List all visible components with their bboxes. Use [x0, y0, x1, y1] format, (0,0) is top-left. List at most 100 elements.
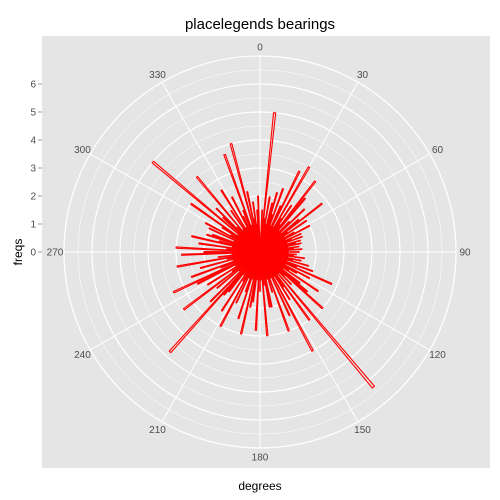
- bar: [259, 232, 302, 253]
- bar: [252, 251, 261, 303]
- angle-tick-label: 330: [149, 70, 166, 81]
- angle-tick-label: 60: [432, 145, 444, 156]
- bar: [175, 246, 261, 253]
- bar: [259, 231, 295, 253]
- bar: [259, 224, 281, 253]
- bar: [195, 175, 261, 253]
- radial-tick-label: 2: [30, 192, 36, 203]
- bar: [242, 215, 261, 253]
- bar: [259, 221, 290, 253]
- bar: [243, 251, 261, 276]
- bar: [257, 195, 261, 253]
- bar: [259, 251, 302, 262]
- bar: [259, 251, 265, 286]
- angle-gridline: [259, 251, 359, 422]
- bar: [151, 160, 261, 253]
- bar: [204, 222, 261, 253]
- bar: [208, 227, 261, 253]
- bar: [182, 251, 261, 311]
- angle-tick-label: 180: [252, 453, 269, 464]
- bar: [215, 207, 261, 253]
- angle-tick-label: 30: [357, 70, 369, 81]
- bar: [259, 251, 298, 274]
- bar: [203, 251, 261, 253]
- bar: [231, 251, 261, 273]
- bar: [259, 251, 269, 280]
- bar: [259, 251, 311, 280]
- bars: [151, 112, 375, 389]
- bar: [259, 251, 314, 273]
- bar: [259, 202, 274, 253]
- bar: [230, 234, 261, 253]
- bar: [242, 251, 261, 282]
- bar: [259, 251, 319, 293]
- bar: [211, 233, 261, 253]
- bar: [259, 209, 264, 253]
- bar: [259, 251, 291, 317]
- angle-tick-label: 90: [459, 248, 471, 259]
- bar: [259, 251, 271, 308]
- bar: [259, 235, 303, 253]
- bar: [259, 251, 333, 285]
- bar: [259, 251, 290, 332]
- bar: [259, 224, 311, 253]
- bar: [235, 251, 261, 304]
- bar: [259, 251, 305, 260]
- angle-tick-labels: 0 30 60 90 120 150 180 210 240 270 300 330: [47, 43, 471, 464]
- radial-tick-label: 1: [30, 220, 36, 231]
- bar: [259, 188, 285, 253]
- bar: [259, 231, 288, 253]
- angle-tick-label: 0: [257, 43, 263, 54]
- bar: [259, 251, 300, 253]
- bar: [259, 251, 309, 293]
- chart-title: placelegends bearings: [185, 16, 335, 33]
- bar: [259, 170, 301, 253]
- bar: [259, 214, 273, 253]
- bar: [259, 219, 308, 253]
- bar: [190, 251, 261, 278]
- bar: [206, 233, 261, 253]
- bar: [216, 251, 261, 289]
- bar: [259, 166, 311, 253]
- bar: [259, 251, 375, 389]
- bar: [222, 216, 261, 253]
- bar: [176, 251, 261, 268]
- angle-gridline: [90, 251, 261, 351]
- bar: [259, 218, 266, 253]
- bar: [259, 238, 292, 253]
- bar: [259, 245, 300, 253]
- x-axis-title: degrees: [238, 479, 281, 493]
- angle-tick-label: 210: [149, 425, 166, 436]
- bar: [259, 251, 290, 271]
- bar: [259, 251, 291, 301]
- bar: [225, 248, 261, 253]
- bar: [259, 180, 317, 253]
- bar: [218, 240, 261, 253]
- bar: [228, 251, 261, 293]
- radial-tick-label: 3: [30, 164, 36, 175]
- bar: [221, 226, 261, 253]
- bar: [244, 251, 261, 293]
- bar: [231, 196, 261, 253]
- bar: [236, 226, 261, 253]
- bar: [259, 251, 301, 284]
- bar: [226, 251, 261, 260]
- bar: [259, 251, 294, 257]
- bar: [259, 242, 302, 253]
- bar: [217, 251, 261, 258]
- bar: [259, 251, 292, 286]
- bar: [259, 251, 294, 261]
- bar: [254, 251, 261, 331]
- bar: [172, 251, 261, 294]
- bar: [259, 248, 303, 253]
- bar: [191, 235, 261, 253]
- bar: [253, 218, 261, 253]
- bar: [259, 197, 306, 253]
- bar: [259, 239, 302, 253]
- bar: [242, 209, 261, 253]
- bar: [259, 242, 296, 253]
- bar: [246, 191, 261, 253]
- bar: [259, 196, 271, 253]
- angle-tick-label: 120: [429, 350, 446, 361]
- bar: [252, 201, 261, 253]
